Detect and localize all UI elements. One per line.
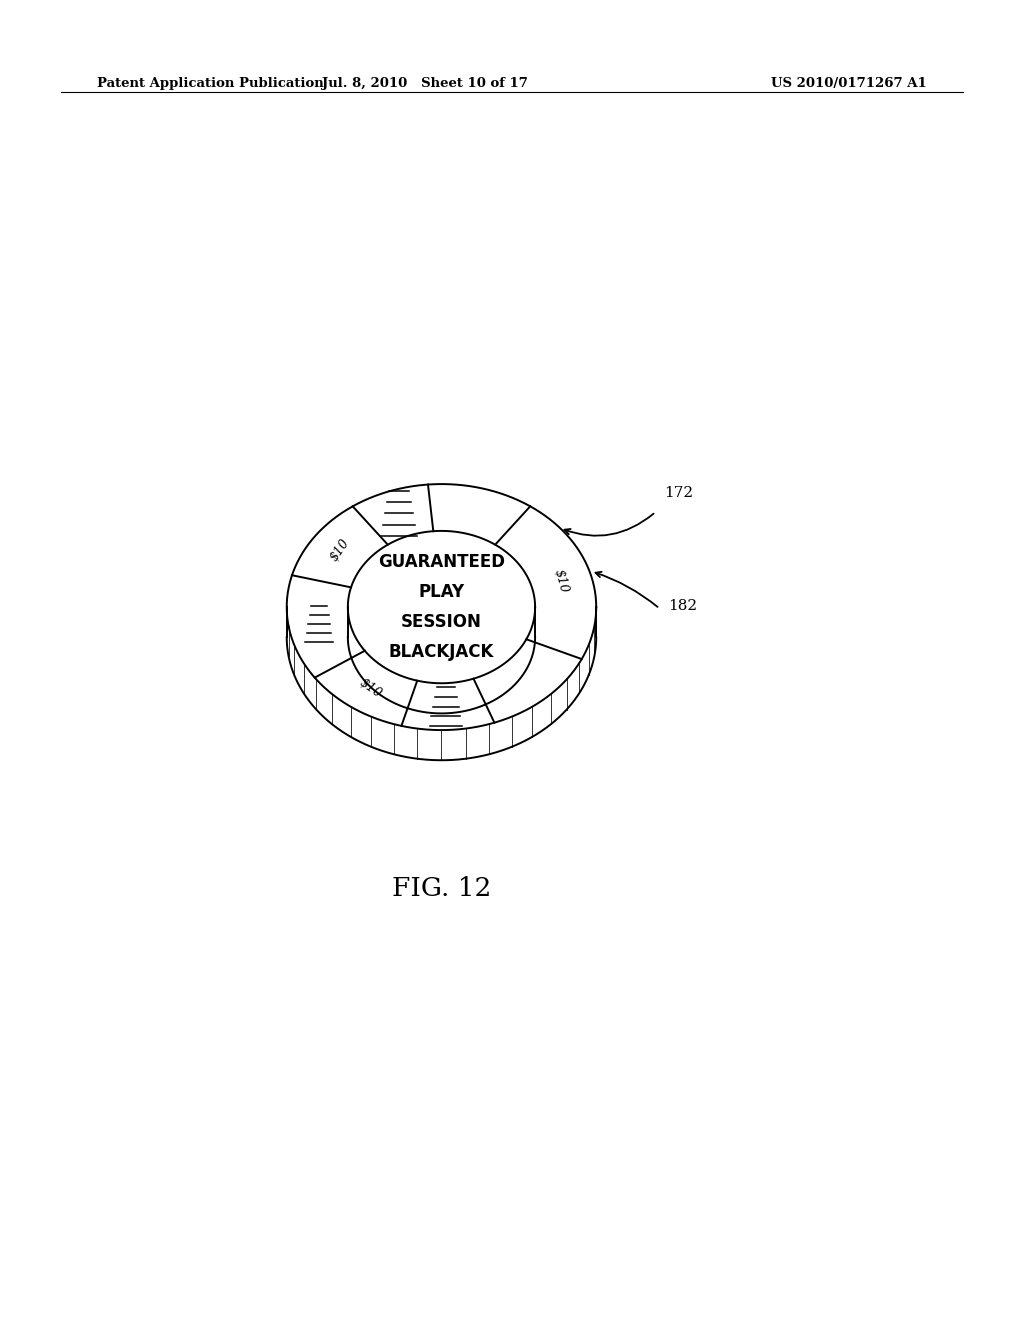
Text: $10: $10 xyxy=(356,676,384,701)
Text: $10: $10 xyxy=(552,568,570,594)
Text: US 2010/0171267 A1: US 2010/0171267 A1 xyxy=(771,77,927,90)
Text: Patent Application Publication: Patent Application Publication xyxy=(97,77,324,90)
Text: SESSION: SESSION xyxy=(401,614,482,631)
Text: GUARANTEED: GUARANTEED xyxy=(378,553,505,570)
Text: BLACKJACK: BLACKJACK xyxy=(389,643,495,661)
Text: $10: $10 xyxy=(328,536,352,564)
Text: 172: 172 xyxy=(664,486,693,500)
Text: PLAY: PLAY xyxy=(419,583,465,601)
Text: FIG. 12: FIG. 12 xyxy=(392,876,492,902)
Text: Jul. 8, 2010   Sheet 10 of 17: Jul. 8, 2010 Sheet 10 of 17 xyxy=(322,77,528,90)
Text: 182: 182 xyxy=(668,599,696,614)
